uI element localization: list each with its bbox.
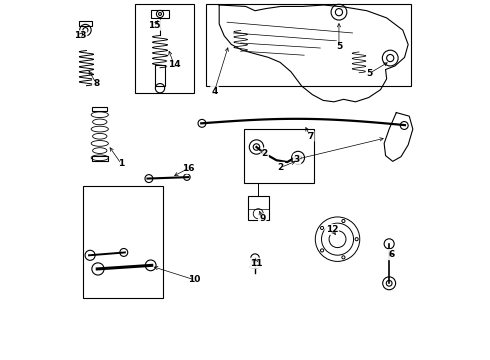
Bar [245, 129, 314, 183]
Text: 16: 16 [182, 164, 195, 173]
Text: 2: 2 [278, 163, 284, 172]
Bar [155, 65, 165, 86]
Text: 12: 12 [325, 225, 338, 234]
Text: 9: 9 [259, 214, 266, 223]
Text: 3: 3 [294, 155, 300, 164]
Text: 5: 5 [336, 42, 342, 51]
Text: 15: 15 [148, 21, 161, 30]
Text: 7: 7 [307, 132, 314, 141]
Text: 5: 5 [367, 69, 373, 78]
Bar [92, 107, 107, 111]
Bar [248, 196, 269, 220]
Text: 14: 14 [168, 60, 180, 69]
Bar [151, 10, 170, 18]
Text: 2: 2 [262, 149, 268, 158]
Text: 4: 4 [211, 86, 218, 95]
Text: 13: 13 [74, 31, 86, 40]
Text: 1: 1 [118, 159, 124, 168]
Bar [83, 186, 163, 298]
Text: 11: 11 [250, 259, 263, 268]
Text: 6: 6 [388, 250, 394, 259]
Bar [79, 22, 92, 26]
Bar [92, 156, 108, 161]
Bar [206, 4, 411, 86]
Bar [135, 4, 194, 93]
Text: 8: 8 [93, 79, 99, 88]
Text: 10: 10 [188, 275, 200, 284]
